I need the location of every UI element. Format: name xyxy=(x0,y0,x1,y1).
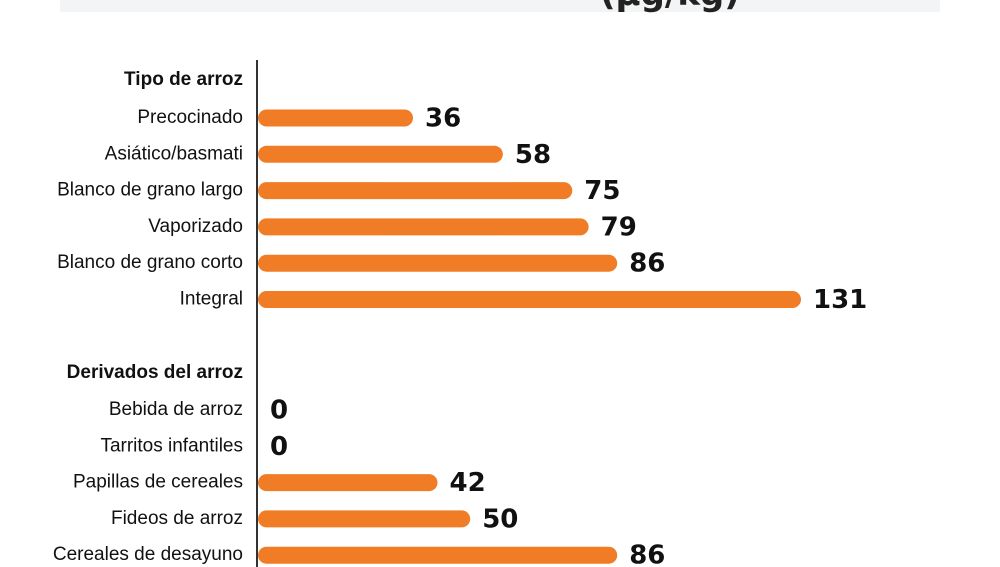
value-label: 0 xyxy=(270,432,288,462)
value-label: 42 xyxy=(450,468,486,498)
value-label: 58 xyxy=(515,140,551,170)
value-label: 0 xyxy=(270,396,288,426)
bar xyxy=(258,145,503,163)
bar xyxy=(258,218,589,236)
section-label: Derivados del arroz xyxy=(67,362,243,383)
value-label: 50 xyxy=(482,504,518,534)
category-label: Fideos de arroz xyxy=(111,508,243,529)
category-label: Tarritos infantiles xyxy=(100,435,243,456)
bar xyxy=(258,474,438,492)
value-label: 36 xyxy=(425,104,461,134)
section-label: Tipo de arroz xyxy=(124,69,243,90)
chart-subtitle-fragment: (µg/kg) xyxy=(600,0,1000,14)
bar xyxy=(258,546,618,564)
value-label: 131 xyxy=(813,285,867,315)
bar xyxy=(258,291,801,308)
value-label: 75 xyxy=(584,176,620,206)
category-label: Bebida de arroz xyxy=(109,399,243,420)
bar xyxy=(258,182,573,200)
category-label: Cereales de desayuno xyxy=(53,544,243,565)
value-label: 79 xyxy=(601,212,637,242)
category-label: Papillas de cereales xyxy=(73,472,243,493)
category-label: Precocinado xyxy=(137,107,243,128)
header-strip xyxy=(60,0,940,12)
value-label: 86 xyxy=(629,249,665,279)
bar xyxy=(258,109,414,127)
category-label: Blanco de grano largo xyxy=(57,180,243,201)
category-label: Integral xyxy=(180,289,243,310)
bar xyxy=(258,510,471,528)
category-label: Blanco de grano corto xyxy=(57,252,243,273)
category-label: Vaporizado xyxy=(148,216,243,237)
category-label: Asiático/basmati xyxy=(105,143,243,164)
bar xyxy=(258,254,618,272)
value-label: 86 xyxy=(629,541,665,567)
